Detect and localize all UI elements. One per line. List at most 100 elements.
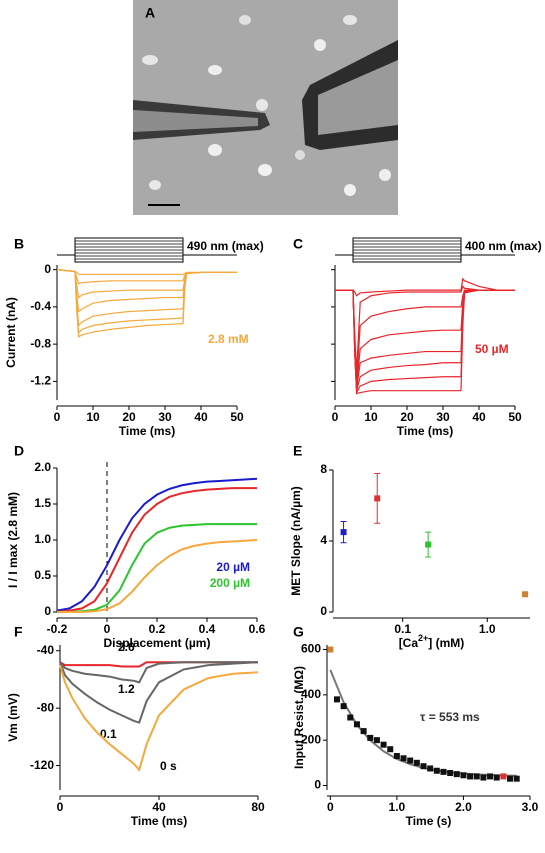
point <box>400 755 407 762</box>
x-tick-label: 0 <box>104 622 111 636</box>
trace <box>335 285 515 373</box>
point <box>380 741 387 748</box>
x-tick-label: 0.2 <box>149 622 166 636</box>
y-tick-label: -1.2 <box>30 374 51 388</box>
legend-label: 200 µM <box>210 576 250 590</box>
point <box>425 541 432 548</box>
y-tick-label: 1.5 <box>34 496 51 510</box>
point <box>427 765 434 772</box>
trace <box>56 487 257 613</box>
y-axis-label: I / I max (2.8 mM) <box>6 492 20 588</box>
x-tick-label: 30 <box>158 410 172 424</box>
x-tick-label: 20 <box>122 410 136 424</box>
trace <box>59 661 259 724</box>
x-tick-label: 0 <box>57 800 64 814</box>
point <box>327 646 334 653</box>
y-tick-label: 400 <box>301 687 321 701</box>
point <box>360 728 367 735</box>
y-tick-label: -120 <box>30 758 54 772</box>
panel-label: B <box>14 236 24 252</box>
point <box>407 757 414 764</box>
x-tick-label: 0.1 <box>394 622 411 636</box>
point <box>340 703 347 710</box>
trace <box>59 661 258 684</box>
point <box>493 774 500 781</box>
x-axis-label: Time (ms) <box>131 814 187 828</box>
legend-label: 2.6 <box>118 640 135 654</box>
point <box>460 772 467 779</box>
x-tick-label: 1.0 <box>389 800 406 814</box>
point <box>467 773 474 780</box>
point <box>420 763 427 770</box>
point <box>387 746 394 753</box>
annotation: 2.8 mM <box>208 332 249 346</box>
x-tick-label: 50 <box>230 410 244 424</box>
y-axis-label: Current (nA) <box>4 297 18 368</box>
point <box>433 767 440 774</box>
trace <box>56 269 237 327</box>
x-tick-label: 0.6 <box>249 622 266 636</box>
panel-label: C <box>293 236 303 252</box>
x-tick-label: 50 <box>508 410 522 424</box>
y-tick-label: -80 <box>37 700 55 714</box>
point <box>393 753 400 760</box>
point <box>353 721 360 728</box>
point <box>513 775 520 782</box>
point <box>374 495 381 502</box>
x-tick-label: 20 <box>400 410 414 424</box>
point <box>413 759 420 766</box>
x-tick-label: 10 <box>86 410 100 424</box>
y-tick-label: 1.0 <box>34 532 51 546</box>
trace <box>59 664 259 772</box>
x-tick-label: 2.0 <box>455 800 472 814</box>
panel-label: D <box>14 443 24 459</box>
y-tick-label: 0 <box>314 778 321 792</box>
trace <box>335 289 515 382</box>
point <box>373 737 380 744</box>
y-tick-label: -0.8 <box>30 336 51 350</box>
x-axis-label: Time (ms) <box>397 424 453 438</box>
trace <box>56 269 237 285</box>
trace <box>57 523 257 613</box>
point <box>367 734 374 741</box>
trace <box>335 277 515 297</box>
x-axis-label-part: ] (mM) <box>428 636 464 650</box>
y-axis-label: MET Slope (nA/µm) <box>289 486 303 596</box>
panel-label: F <box>14 624 23 640</box>
y-tick-label: 8 <box>320 462 327 476</box>
trace <box>56 269 237 335</box>
x-axis-label: Time (s) <box>406 814 452 828</box>
point <box>522 591 529 598</box>
legend-label: 20 µM <box>216 560 250 574</box>
y-tick-label: 2.0 <box>34 460 51 474</box>
y-tick-label: 0.5 <box>34 568 51 582</box>
annotation: τ = 553 ms <box>420 710 480 724</box>
panel-label: E <box>293 443 302 459</box>
y-tick-label: 0 <box>320 604 327 618</box>
x-axis-label-part: 2+ <box>418 633 428 643</box>
y-tick-label: -40 <box>37 643 55 657</box>
x-tick-label: 0 <box>332 410 339 424</box>
point <box>347 714 354 721</box>
x-tick-label: -0.2 <box>47 622 68 636</box>
annotation: 50 µM <box>475 342 509 356</box>
annotation: 490 nm (max) <box>187 239 264 253</box>
panel-label: A <box>145 5 155 21</box>
x-axis-label-part: [Ca <box>399 636 419 650</box>
x-axis-label: Displacement (µm) <box>104 636 211 650</box>
x-axis-label: Time (ms) <box>119 424 175 438</box>
y-axis-label: Vm (mV) <box>6 693 20 742</box>
point <box>473 773 480 780</box>
point <box>340 529 347 536</box>
trace <box>335 289 515 391</box>
x-tick-label: 30 <box>436 410 450 424</box>
point <box>453 771 460 778</box>
point <box>507 775 514 782</box>
y-axis-label: Input Resist. (MΩ) <box>292 666 306 769</box>
panel-label: G <box>293 624 304 640</box>
y-tick-label: 600 <box>301 642 321 656</box>
trace <box>56 269 237 275</box>
x-axis-label: [Ca2+] (mM) <box>399 633 465 650</box>
x-tick-label: 0 <box>327 800 334 814</box>
